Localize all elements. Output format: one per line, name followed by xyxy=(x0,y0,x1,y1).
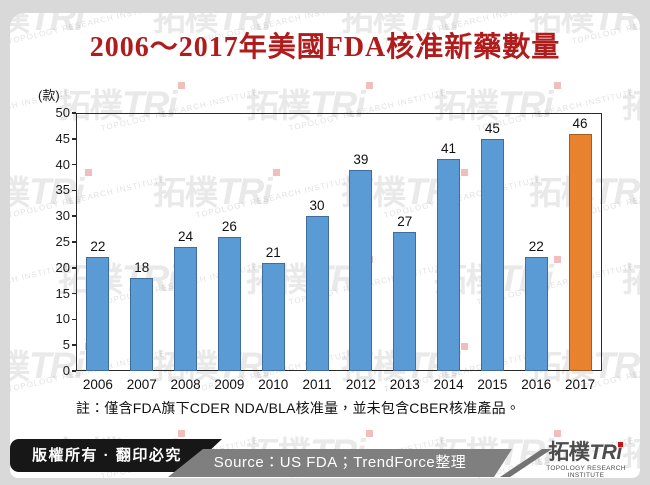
y-tick-mark-icon xyxy=(72,241,76,243)
y-tick-mark-icon xyxy=(72,292,76,295)
x-tick-label: 2015 xyxy=(477,377,508,392)
bar-2014 xyxy=(437,159,461,371)
y-tick-mark-icon xyxy=(72,112,76,114)
logo-cn-text: 拓樸 xyxy=(548,441,590,464)
y-axis-unit-label: (款) xyxy=(38,88,60,103)
bar-value-label: 39 xyxy=(353,151,369,167)
y-tick-label: 20 xyxy=(55,259,70,275)
y-tick-mark-icon xyxy=(72,344,76,346)
source-text: Source：US FDA；TrendForce整理 xyxy=(213,454,467,471)
bar-value-label: 30 xyxy=(309,198,325,214)
bar-2015 xyxy=(480,138,504,371)
x-tick-label: 2012 xyxy=(345,377,376,392)
y-tick-label: 5 xyxy=(62,337,70,353)
bar-2017 xyxy=(568,133,592,371)
x-tick-label: 2011 xyxy=(302,377,332,392)
bar-2016 xyxy=(524,257,548,371)
source-banner: Source：US FDA；TrendForce整理 xyxy=(168,449,512,477)
x-tick-label: 2013 xyxy=(389,377,420,392)
y-tick-label: 30 xyxy=(55,208,70,224)
y-tick-mark-icon xyxy=(72,163,76,166)
bar-value-label: 45 xyxy=(484,120,500,136)
footnote: 註：僅含FDA旗下CDER NDA/BLA核准量，並未包含CBER核准產品。 xyxy=(76,400,520,416)
x-tick-label: 2006 xyxy=(82,377,113,392)
bar-2007 xyxy=(130,278,154,371)
bar-value-label: 27 xyxy=(397,213,413,229)
logo-sub-text: TOPOLOGY RESEARCH INSTITUTE xyxy=(546,465,626,478)
y-tick-label: 15 xyxy=(55,285,70,301)
bar-value-label: 22 xyxy=(528,239,544,255)
y-tick-label: 50 xyxy=(55,105,70,120)
bar-value-label: 46 xyxy=(572,115,588,131)
x-tick-label: 2008 xyxy=(170,377,201,392)
bar-value-label: 18 xyxy=(134,260,150,276)
chart-title: 2006～2017年美國FDA核准新藥數量 xyxy=(89,32,561,63)
logo-en-text: TRi xyxy=(589,441,623,464)
bar-value-label: 24 xyxy=(178,229,194,245)
x-tick-label: 2014 xyxy=(433,377,464,392)
tri-logo: 拓樸TRi TOPOLOGY RESEARCH INSTITUTE xyxy=(530,441,640,478)
bar-2012 xyxy=(349,169,373,371)
copyright-text: 版權所有 · 翻印必究 xyxy=(32,447,182,464)
bar-2011 xyxy=(305,216,329,371)
y-tick-label: 40 xyxy=(55,156,70,172)
bar-value-label: 22 xyxy=(90,239,106,255)
x-tick-label: 2017 xyxy=(565,377,596,392)
bar-2013 xyxy=(393,231,417,371)
y-tick-label: 45 xyxy=(55,130,70,146)
y-tick-label: 10 xyxy=(55,311,70,327)
x-tick-label: 2016 xyxy=(521,377,552,392)
y-tick-mark-icon xyxy=(72,370,76,372)
bar-2006 xyxy=(86,257,110,371)
bar-value-label: 26 xyxy=(221,218,237,234)
y-tick-mark-icon xyxy=(72,215,76,217)
bar-2009 xyxy=(217,236,241,371)
y-tick-label: 0 xyxy=(62,363,70,378)
logo-wordmark: 拓樸TRi xyxy=(530,441,640,464)
plot-area xyxy=(76,113,602,371)
bar-2008 xyxy=(174,247,198,371)
y-tick-mark-icon xyxy=(72,138,76,140)
x-tick-label: 2010 xyxy=(258,377,289,392)
y-tick-mark-icon xyxy=(72,189,76,192)
y-tick-mark-icon xyxy=(72,318,76,321)
bar-2010 xyxy=(261,262,285,371)
y-tick-label: 25 xyxy=(55,234,70,249)
y-tick-label: 35 xyxy=(55,182,70,198)
y-tick-mark-icon xyxy=(72,267,76,269)
x-tick-label: 2009 xyxy=(214,377,245,392)
x-tick-label: 2007 xyxy=(126,377,157,392)
bar-value-label: 21 xyxy=(265,244,281,260)
bar-value-label: 41 xyxy=(441,141,457,157)
logo-red-dot-icon xyxy=(617,442,623,447)
